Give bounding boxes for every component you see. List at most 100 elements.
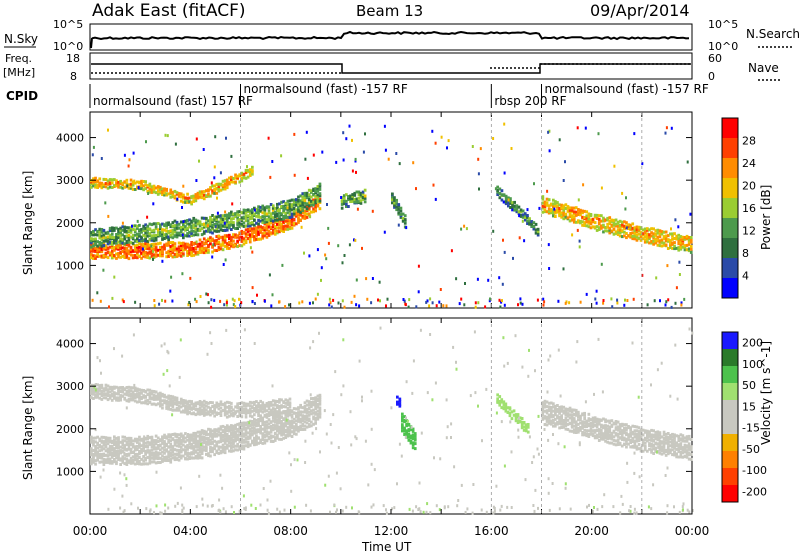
- heatmap-cell: [643, 448, 647, 452]
- heatmap-cell: [251, 420, 254, 423]
- heatmap-cell: [536, 227, 540, 231]
- heatmap-cell: [643, 429, 647, 433]
- heatmap-cell: [683, 447, 687, 451]
- heatmap-cell: [248, 419, 252, 423]
- heatmap-cell: [96, 229, 99, 233]
- heatmap-cell: [532, 221, 536, 225]
- heatmap-cell: [129, 459, 133, 463]
- heatmap-cell: [251, 423, 254, 427]
- heatmap-cell: [215, 432, 219, 436]
- heatmap-cell: [177, 451, 181, 454]
- heatmap-cell: [413, 432, 417, 436]
- heatmap-cell: [560, 426, 563, 429]
- heatmap-cell: [265, 402, 269, 405]
- heatmap-cell: [221, 243, 225, 247]
- heatmap-cell: [177, 253, 181, 257]
- heatmap-cell: [589, 432, 593, 436]
- heatmap-cell: [152, 242, 156, 246]
- heatmap-cell: [293, 132, 296, 136]
- heatmap-cell: [92, 257, 95, 260]
- heatmap-cell: [188, 442, 191, 446]
- heatmap-cell: [280, 428, 283, 432]
- heatmap-cell: [171, 402, 175, 406]
- heatmap-cell: [244, 433, 248, 437]
- heatmap-cell: [129, 250, 133, 254]
- heatmap-cell: [286, 406, 290, 410]
- heatmap-cell: [307, 417, 311, 421]
- heatmap-cell: [230, 438, 233, 442]
- heatmap-cell: [102, 247, 106, 251]
- heatmap-cell: [318, 197, 322, 201]
- heatmap-cell: [90, 440, 93, 444]
- heatmap-cell: [123, 396, 127, 400]
- heatmap-cell: [681, 245, 685, 249]
- heatmap-cell: [179, 454, 183, 458]
- heatmap-cell: [152, 202, 155, 206]
- heatmap-cell: [671, 440, 674, 444]
- heatmap-cell: [345, 199, 348, 203]
- heatmap-cell: [301, 424, 305, 428]
- heatmap-cell: [196, 452, 200, 456]
- heatmap-cell: [184, 404, 187, 408]
- heatmap-cell: [597, 217, 601, 221]
- heatmap-cell: [681, 439, 685, 443]
- heatmap-cell: [591, 217, 595, 221]
- heatmap-cell: [253, 208, 256, 212]
- heatmap-cell: [614, 426, 618, 430]
- heatmap-cell: [177, 458, 181, 462]
- heatmap-cell: [238, 297, 240, 301]
- heatmap-cell: [305, 215, 309, 219]
- heatmap-cell: [633, 471, 636, 475]
- heatmap-cell: [90, 237, 93, 241]
- heatmap-cell: [687, 447, 691, 451]
- heatmap-cell: [679, 442, 683, 446]
- heatmap-cell: [556, 416, 559, 420]
- heatmap-cell: [255, 410, 258, 414]
- heatmap-cell: [94, 447, 97, 451]
- heatmap-cell: [398, 162, 401, 166]
- heatmap-cell: [219, 216, 223, 220]
- heatmap-cell: [273, 225, 277, 229]
- heatmap-cell: [267, 435, 271, 439]
- heatmap-cell: [581, 215, 584, 219]
- heatmap-cell: [125, 463, 129, 466]
- heatmap-cell: [300, 225, 303, 229]
- heatmap-cell: [115, 456, 118, 460]
- heatmap-cell: [409, 434, 413, 438]
- heatmap-cell: [223, 401, 227, 405]
- heatmap-cell: [562, 411, 566, 415]
- heatmap-cell: [594, 297, 597, 301]
- heatmap-cell: [509, 200, 512, 203]
- heatmap-cell: [620, 422, 624, 426]
- y-tick-label: 3000: [56, 174, 84, 187]
- heatmap-cell: [256, 293, 258, 297]
- heatmap-cell: [173, 408, 177, 412]
- heatmap-cell: [284, 201, 288, 205]
- heatmap-cell: [562, 405, 566, 409]
- heatmap-cell: [148, 222, 152, 226]
- heatmap-cell: [213, 229, 216, 233]
- heatmap-cell: [92, 397, 95, 400]
- heatmap-cell: [163, 445, 166, 449]
- heatmap-cell: [92, 249, 95, 253]
- heatmap-cell: [217, 407, 221, 411]
- heatmap-cell: [236, 428, 239, 431]
- heatmap-cell: [238, 402, 242, 405]
- heatmap-cell: [104, 436, 108, 440]
- heatmap-cell: [301, 205, 305, 209]
- heatmap-cell: [417, 264, 420, 268]
- heatmap-cell: [669, 437, 672, 441]
- heatmap-cell: [98, 453, 102, 456]
- heatmap-cell: [608, 222, 612, 226]
- heatmap-cell: [343, 305, 346, 309]
- heatmap-cell: [319, 450, 321, 454]
- heatmap-cell: [568, 301, 571, 305]
- heatmap-cell: [223, 406, 227, 410]
- heatmap-cell: [244, 440, 248, 444]
- heatmap-cell: [295, 208, 298, 212]
- heatmap-cell: [648, 444, 651, 447]
- heatmap-cell: [656, 435, 660, 439]
- heatmap-cell: [167, 404, 170, 408]
- heatmap-cell: [119, 241, 122, 245]
- heatmap-cell: [161, 450, 164, 454]
